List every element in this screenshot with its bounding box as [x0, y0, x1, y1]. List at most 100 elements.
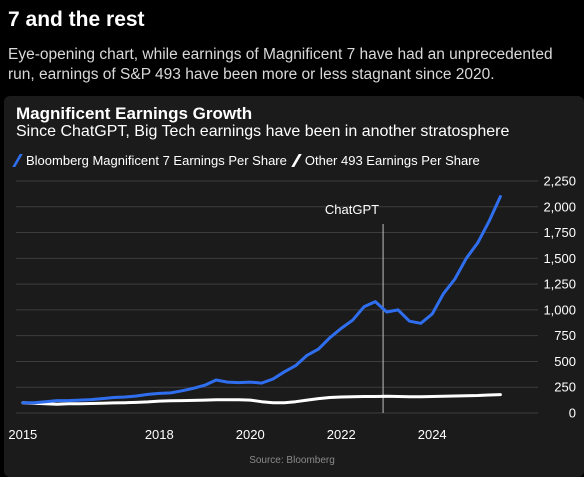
point-other493-19 [237, 398, 240, 401]
chart-subtitle: Since ChatGPT, Big Tech earnings have be… [16, 123, 510, 140]
point-mag7-14 [181, 389, 183, 392]
point-other493-5 [78, 402, 81, 405]
point-mag7-35 [419, 322, 422, 325]
y-tick-label-2000: 2,000 [543, 199, 576, 214]
y-tick-label-2250: 2,250 [543, 174, 576, 189]
point-mag7-42 [499, 195, 502, 198]
x-tick-label-2018: 2018 [145, 427, 174, 442]
point-mag7-18 [226, 381, 229, 383]
point-other493-27 [328, 396, 331, 399]
point-mag7-41 [488, 220, 490, 223]
point-mag7-38 [454, 278, 456, 280]
point-mag7-24 [294, 364, 297, 367]
point-other493-22 [272, 401, 274, 404]
point-mag7-22 [272, 378, 274, 380]
y-tick-label-1750: 1,750 [543, 225, 576, 240]
point-mag7-19 [237, 381, 240, 384]
point-mag7-11 [147, 393, 149, 396]
point-other493-37 [442, 395, 445, 398]
point-mag7-28 [340, 327, 343, 330]
x-tick-label-2022: 2022 [327, 427, 356, 442]
point-other493-39 [465, 394, 468, 397]
point-other493-10 [135, 401, 138, 404]
point-other493-20 [249, 399, 252, 402]
point-other493-26 [317, 397, 320, 400]
point-other493-2 [44, 402, 47, 405]
point-mag7-30 [363, 305, 365, 308]
point-mag7-36 [431, 313, 434, 315]
point-other493-7 [101, 402, 104, 405]
point-other493-21 [260, 400, 263, 403]
y-tick-label-750: 750 [554, 328, 576, 343]
point-other493-18 [226, 398, 229, 401]
point-other493-38 [454, 395, 456, 397]
point-mag7-26 [317, 348, 320, 350]
point-other493-36 [431, 395, 434, 398]
point-other493-32 [385, 395, 388, 398]
point-other493-34 [408, 395, 411, 398]
point-other493-13 [169, 399, 172, 402]
legend-item-mag7: Bloomberg Magnificent 7 Earnings Per Sha… [12, 153, 287, 168]
point-other493-41 [488, 394, 490, 396]
point-other493-29 [351, 395, 354, 398]
point-mag7-20 [249, 381, 252, 383]
point-other493-15 [192, 399, 195, 402]
point-mag7-5 [78, 399, 81, 402]
y-tick-label-250: 250 [554, 380, 576, 395]
x-tick-label-2015: 2015 [8, 427, 37, 442]
annotation-label-chatgpt: ChatGPT [325, 202, 379, 217]
point-other493-4 [67, 402, 70, 405]
point-other493-40 [476, 394, 479, 397]
y-tick-label-500: 500 [554, 354, 576, 369]
point-mag7-39 [465, 257, 468, 260]
point-other493-12 [158, 400, 161, 403]
point-mag7-29 [351, 319, 354, 322]
point-other493-8 [112, 401, 115, 404]
point-other493-30 [363, 395, 365, 398]
point-other493-16 [203, 399, 206, 402]
page-headline: 7 and the rest [8, 8, 145, 31]
point-mag7-16 [203, 384, 206, 387]
point-other493-14 [181, 399, 183, 402]
point-other493-24 [294, 400, 297, 403]
point-other493-9 [124, 401, 127, 404]
point-mag7-27 [328, 336, 331, 339]
legend-label-other493: Other 493 Earnings Per Share [304, 153, 480, 168]
y-tick-label-1500: 1,500 [543, 251, 576, 266]
point-other493-11 [147, 400, 149, 403]
point-other493-42 [499, 393, 502, 396]
y-tick-label-0: 0 [569, 406, 576, 421]
legend-label-mag7: Bloomberg Magnificent 7 Earnings Per Sha… [26, 153, 287, 168]
point-other493-17 [215, 398, 218, 401]
point-mag7-37 [442, 292, 445, 295]
point-other493-3 [56, 403, 58, 406]
point-mag7-17 [215, 379, 218, 381]
legend-item-other493: Other 493 Earnings Per Share [291, 153, 480, 168]
y-tick-label-1000: 1,000 [543, 302, 576, 317]
point-mag7-40 [476, 241, 479, 244]
point-mag7-33 [397, 308, 399, 311]
point-mag7-23 [283, 370, 286, 373]
point-other493-28 [340, 396, 343, 398]
point-mag7-15 [192, 387, 195, 390]
page-subtext: Eye-opening chart, while earnings of Mag… [8, 46, 553, 83]
chart-title: Magnificent Earnings Growth [16, 104, 253, 123]
point-mag7-10 [135, 395, 138, 397]
point-mag7-7 [101, 397, 104, 400]
point-mag7-3 [56, 399, 58, 402]
point-mag7-34 [408, 320, 411, 323]
point-other493-35 [419, 395, 422, 398]
point-other493-23 [283, 401, 286, 404]
point-mag7-4 [67, 399, 70, 402]
source-note: Source: Bloomberg [249, 455, 335, 466]
point-mag7-13 [169, 391, 172, 394]
point-other493-31 [374, 395, 377, 398]
chart-legend: Bloomberg Magnificent 7 Earnings Per Sha… [12, 153, 488, 168]
point-other493-33 [397, 395, 399, 398]
point-other493-25 [306, 399, 309, 402]
y-tick-label-1250: 1,250 [543, 277, 576, 292]
point-mag7-25 [306, 354, 309, 357]
point-mag7-6 [90, 398, 92, 401]
point-mag7-1 [33, 401, 36, 404]
